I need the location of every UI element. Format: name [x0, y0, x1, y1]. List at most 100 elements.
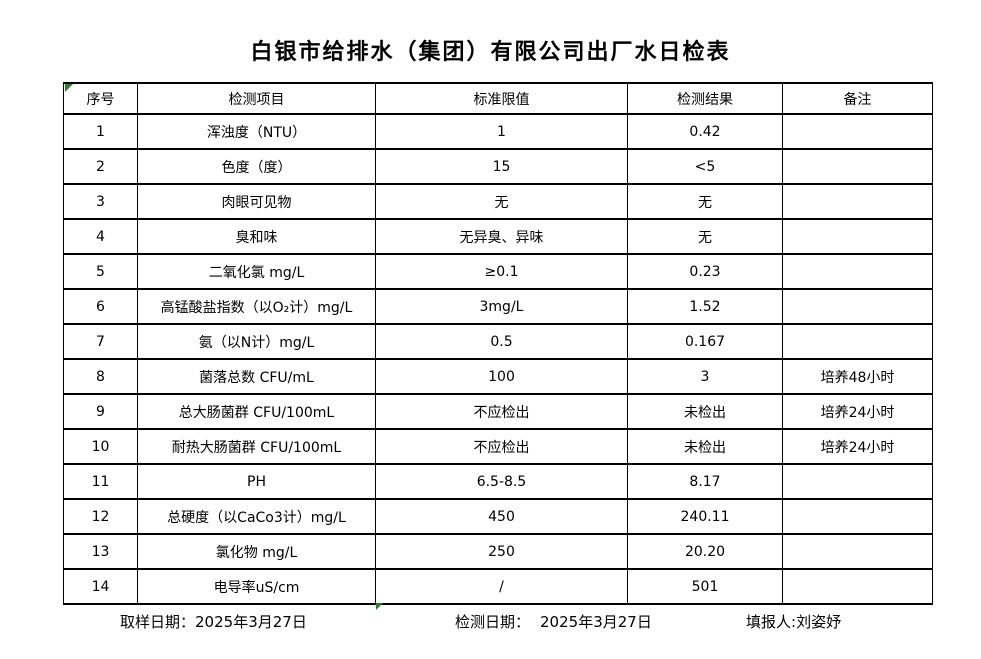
- cell-item: 高锰酸盐指数（以O₂计）mg/L: [137, 288, 376, 325]
- cell-limit: 100: [375, 358, 628, 395]
- cell-result: 未检出: [627, 393, 783, 430]
- cell-note: [782, 498, 933, 535]
- cell-result: <5: [627, 148, 783, 185]
- cell-item: 二氧化氯 mg/L: [137, 253, 376, 290]
- table-row: 7 氨（以N计）mg/L 0.5 0.167: [63, 323, 933, 360]
- cell-note: [782, 253, 933, 290]
- table-row: 10 耐热大肠菌群 CFU/100mL 不应检出 未检出 培养24小时: [63, 428, 933, 465]
- cell-note: 培养48小时: [782, 358, 933, 395]
- cell-item: 氯化物 mg/L: [137, 533, 376, 570]
- sampling-date: 取样日期：2025年3月27日: [120, 611, 307, 632]
- cell-note: 培养24小时: [782, 428, 933, 465]
- cell-no: 12: [63, 498, 138, 535]
- testing-date: 检测日期： 2025年3月27日: [455, 611, 652, 632]
- cell-result: 0.167: [627, 323, 783, 360]
- cell-no: 9: [63, 393, 138, 430]
- cell-result: 未检出: [627, 428, 783, 465]
- cell-no: 4: [63, 218, 138, 255]
- header-row: 序号 检测项目 标准限值 检测结果 备注: [63, 82, 933, 115]
- table-row: 2 色度（度） 15 <5: [63, 148, 933, 185]
- cell-note: [782, 183, 933, 220]
- cell-corner-marker-icon: [376, 603, 383, 610]
- cell-no: 8: [63, 358, 138, 395]
- cell-result: 1.52: [627, 288, 783, 325]
- table-row: 6 高锰酸盐指数（以O₂计）mg/L 3mg/L 1.52: [63, 288, 933, 325]
- cell-limit: 450: [375, 498, 628, 535]
- cell-result: 501: [627, 568, 783, 605]
- cell-note: [782, 218, 933, 255]
- cell-no: 7: [63, 323, 138, 360]
- testing-date-label: 检测日期：: [455, 613, 531, 631]
- sampling-date-label: 取样日期：: [120, 613, 196, 631]
- table-row: 11 PH 6.5-8.5 8.17: [63, 463, 933, 500]
- cell-limit: 不应检出: [375, 393, 628, 430]
- cell-item: 菌落总数 CFU/mL: [137, 358, 376, 395]
- inspection-table: 序号 检测项目 标准限值 检测结果 备注 1 浑浊度（NTU） 1 0.42 2…: [63, 82, 933, 605]
- cell-result: 3: [627, 358, 783, 395]
- table-row: 9 总大肠菌群 CFU/100mL 不应检出 未检出 培养24小时: [63, 393, 933, 430]
- cell-limit: 250: [375, 533, 628, 570]
- cell-result: 0.23: [627, 253, 783, 290]
- table-row: 12 总硬度（以CaCo3计）mg/L 450 240.11: [63, 498, 933, 535]
- cell-item: 色度（度）: [137, 148, 376, 185]
- cell-note: [782, 113, 933, 150]
- table-row: 14 电导率uS/cm / 501: [63, 568, 933, 605]
- cell-item: 耐热大肠菌群 CFU/100mL: [137, 428, 376, 465]
- cell-result: 240.11: [627, 498, 783, 535]
- reporter-label: 填报人:: [746, 613, 797, 631]
- cell-no: 1: [63, 113, 138, 150]
- col-header-item: 检测项目: [137, 82, 376, 115]
- reporter: 填报人:刘姿妤: [746, 611, 841, 632]
- cell-limit: 无: [375, 183, 628, 220]
- cell-result: 无: [627, 183, 783, 220]
- cell-limit: 1: [375, 113, 628, 150]
- cell-no: 3: [63, 183, 138, 220]
- sampling-date-value: 2025年3月27日: [195, 613, 307, 631]
- page-title: 白银市给排水（集团）有限公司出厂水日检表: [250, 40, 731, 65]
- cell-limit: ≥0.1: [375, 253, 628, 290]
- cell-item: 浑浊度（NTU）: [137, 113, 376, 150]
- cell-item: 总大肠菌群 CFU/100mL: [137, 393, 376, 430]
- cell-note: 培养24小时: [782, 393, 933, 430]
- cell-item: 臭和味: [137, 218, 376, 255]
- cell-no: 10: [63, 428, 138, 465]
- cell-item: 总硬度（以CaCo3计）mg/L: [137, 498, 376, 535]
- table-body: 1 浑浊度（NTU） 1 0.42 2 色度（度） 15 <5 3 肉眼可见物 …: [63, 113, 933, 605]
- cell-no: 14: [63, 568, 138, 605]
- footer: 取样日期：2025年3月27日 检测日期： 2025年3月27日 填报人:刘姿妤: [0, 611, 981, 633]
- cell-no: 11: [63, 463, 138, 500]
- table-row: 13 氯化物 mg/L 250 20.20: [63, 533, 933, 570]
- table-row: 4 臭和味 无异臭、异味 无: [63, 218, 933, 255]
- table-row: 3 肉眼可见物 无 无: [63, 183, 933, 220]
- table-row: 5 二氧化氯 mg/L ≥0.1 0.23: [63, 253, 933, 290]
- cell-item: PH: [137, 463, 376, 500]
- col-header-no: 序号: [63, 82, 138, 115]
- cell-note: [782, 288, 933, 325]
- col-header-note: 备注: [782, 82, 933, 115]
- cell-note: [782, 463, 933, 500]
- cell-result: 0.42: [627, 113, 783, 150]
- cell-note: [782, 323, 933, 360]
- cell-no: 2: [63, 148, 138, 185]
- reporter-value: 刘姿妤: [796, 613, 842, 631]
- table-row: 8 菌落总数 CFU/mL 100 3 培养48小时: [63, 358, 933, 395]
- cell-limit: 3mg/L: [375, 288, 628, 325]
- cell-limit: /: [375, 568, 628, 605]
- cell-limit: 无异臭、异味: [375, 218, 628, 255]
- cell-no: 6: [63, 288, 138, 325]
- cell-item: 电导率uS/cm: [137, 568, 376, 605]
- table-row: 1 浑浊度（NTU） 1 0.42: [63, 113, 933, 150]
- cell-no: 5: [63, 253, 138, 290]
- cell-limit: 0.5: [375, 323, 628, 360]
- cell-note: [782, 568, 933, 605]
- cell-item: 肉眼可见物: [137, 183, 376, 220]
- cell-corner-marker-icon: [65, 84, 73, 92]
- cell-no: 13: [63, 533, 138, 570]
- testing-date-value: 2025年3月27日: [540, 613, 652, 631]
- cell-result: 无: [627, 218, 783, 255]
- cell-note: [782, 533, 933, 570]
- col-header-limit: 标准限值: [375, 82, 628, 115]
- cell-item: 氨（以N计）mg/L: [137, 323, 376, 360]
- cell-limit: 不应检出: [375, 428, 628, 465]
